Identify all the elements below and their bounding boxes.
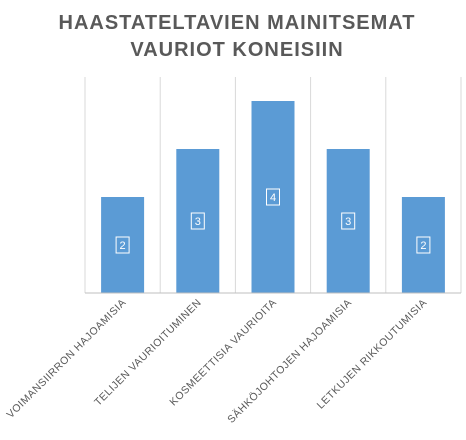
bar xyxy=(176,149,220,293)
data-label-value: 3 xyxy=(195,216,201,228)
data-label: 3 xyxy=(190,212,205,230)
bar xyxy=(251,101,295,293)
data-labels: 2 3 4 3 2 xyxy=(115,188,431,254)
data-label-value: 2 xyxy=(420,240,426,252)
data-label-box xyxy=(416,236,431,254)
bar xyxy=(326,149,370,293)
chart-title-line-2: VAURIOT KONEISIIN xyxy=(130,39,343,61)
x-tick-label: SÄHKÖJOHTOJEN HAJOAMISIA xyxy=(225,297,354,426)
data-label: 2 xyxy=(416,236,431,254)
data-label-value: 3 xyxy=(345,216,351,228)
data-label-box xyxy=(115,236,130,254)
data-label-box xyxy=(266,188,280,206)
data-label-box xyxy=(190,212,205,230)
data-label: 2 xyxy=(115,236,130,254)
bars xyxy=(101,101,445,293)
data-label: 4 xyxy=(266,188,280,206)
data-label-box xyxy=(341,212,356,230)
data-label-value: 2 xyxy=(120,240,126,252)
chart-title: HAASTATELTAVIEN MAINITSEMAT VAURIOT KONE… xyxy=(59,12,416,61)
bar xyxy=(401,197,445,293)
data-label-value: 4 xyxy=(270,192,276,204)
bar xyxy=(101,197,145,293)
gridlines xyxy=(84,77,462,293)
x-tick-label: VOIMANSIIRRON HAJOAMISIA xyxy=(4,297,128,421)
chart-title-line-1: HAASTATELTAVIEN MAINITSEMAT xyxy=(59,12,416,34)
data-label: 3 xyxy=(341,212,356,230)
